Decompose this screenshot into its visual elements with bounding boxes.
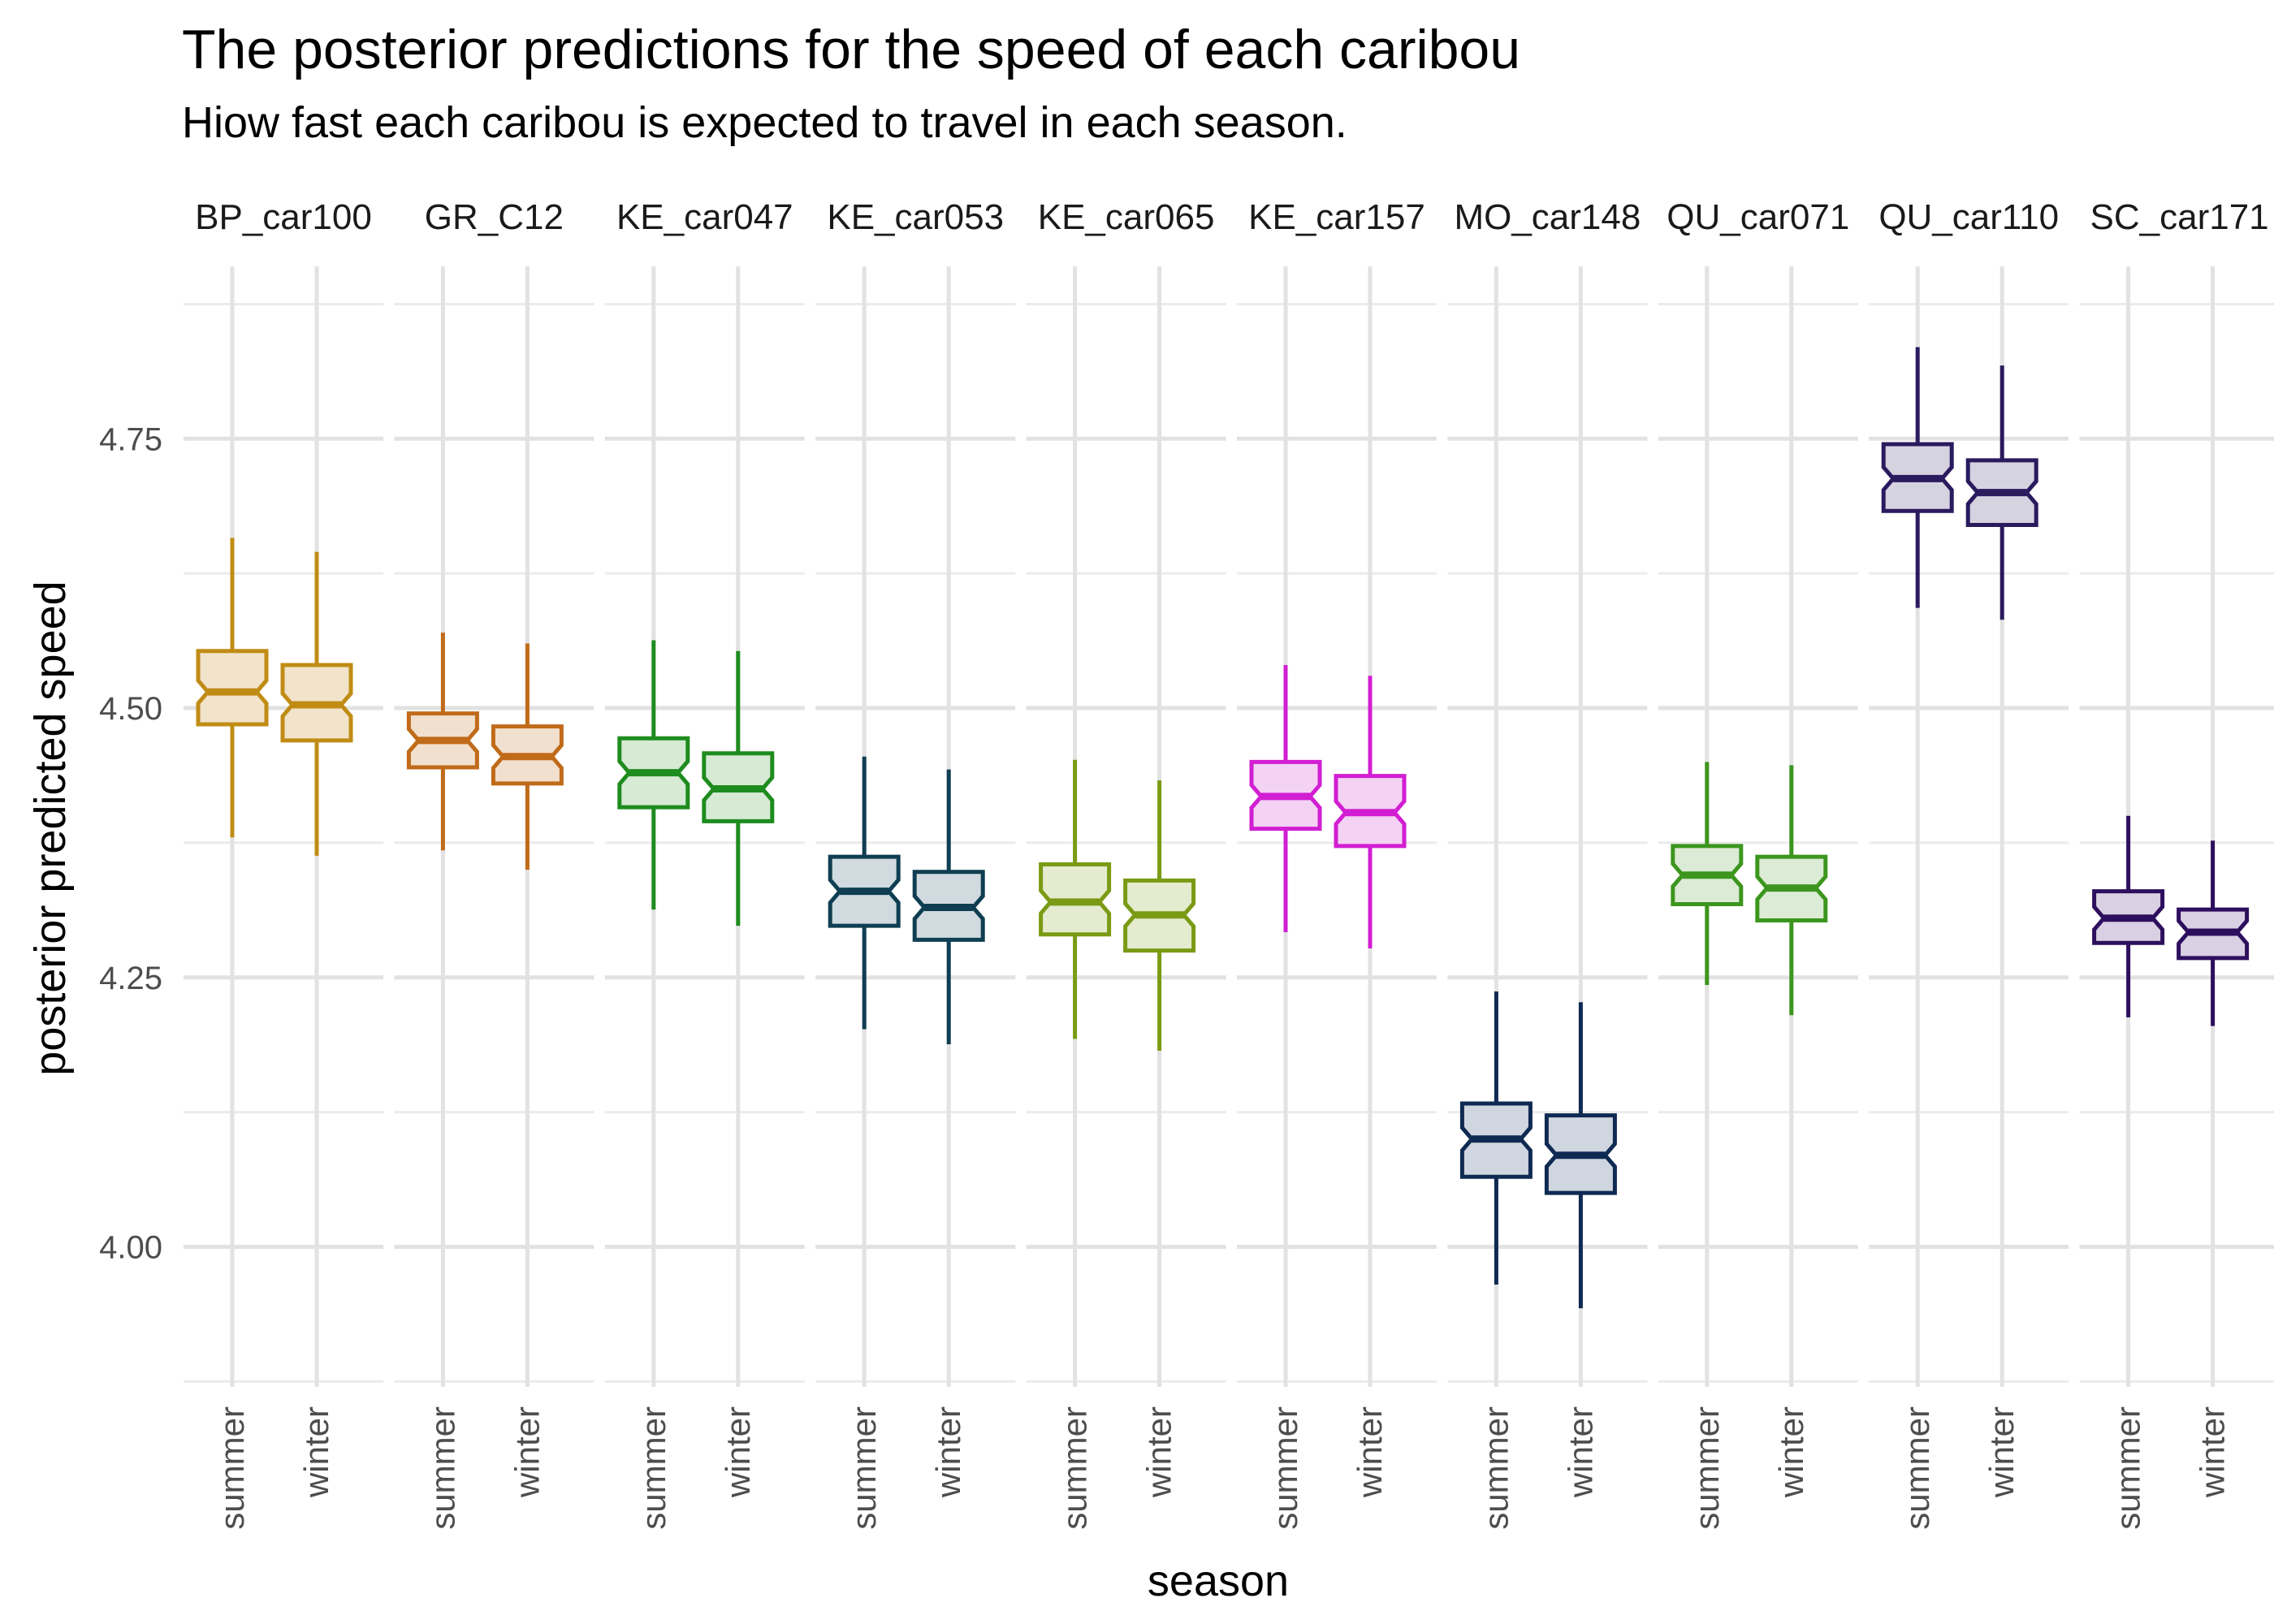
- x-tick-label: winter: [297, 1406, 335, 1498]
- x-tick-label: winter: [1140, 1406, 1178, 1498]
- x-tick-label: summer: [634, 1406, 672, 1530]
- panel-strip-label: KE_car065: [1038, 197, 1215, 237]
- panel-strip-label: GR_C12: [425, 197, 564, 237]
- panel-strip-label: KE_car053: [827, 197, 1004, 237]
- x-tick-label: winter: [508, 1406, 546, 1498]
- panel-strip-label: QU_car071: [1667, 197, 1849, 237]
- x-tick-label: summer: [1898, 1406, 1936, 1530]
- panel-strip-label: BP_car100: [195, 197, 372, 237]
- x-axis-title: season: [1148, 1557, 1289, 1605]
- x-tick-label: summer: [423, 1406, 461, 1530]
- x-tick-label: winter: [929, 1406, 967, 1498]
- x-tick-label: summer: [1266, 1406, 1304, 1530]
- y-tick-label: 4.50: [99, 691, 162, 727]
- panel-strip-label: MO_car148: [1454, 197, 1641, 237]
- box-summer: [196, 649, 269, 727]
- panel-strip-label: QU_car110: [1878, 197, 2059, 237]
- x-tick-label: summer: [213, 1406, 251, 1530]
- x-tick-label: winter: [2194, 1406, 2232, 1498]
- x-tick-label: summer: [1476, 1406, 1515, 1530]
- chart-title: The posterior predictions for the speed …: [182, 19, 1521, 80]
- x-tick-label: winter: [1351, 1406, 1389, 1498]
- y-tick-label: 4.75: [99, 421, 162, 457]
- x-tick-label: summer: [1688, 1406, 1726, 1530]
- x-tick-label: winter: [1982, 1406, 2021, 1498]
- x-tick-label: winter: [1772, 1406, 1810, 1498]
- panel-strip-label: KE_car047: [616, 197, 793, 237]
- x-tick-label: summer: [845, 1406, 883, 1530]
- x-tick-label: winter: [1561, 1406, 1599, 1498]
- y-axis-title: posterior predicted speed: [26, 581, 75, 1075]
- y-tick-label: 4.00: [99, 1230, 162, 1266]
- x-tick-label: summer: [2109, 1406, 2147, 1530]
- panel-strip-label: SC_car171: [2090, 197, 2269, 237]
- y-tick-label: 4.25: [99, 961, 162, 996]
- x-tick-label: summer: [1056, 1406, 1094, 1530]
- chart-subtitle: Hiow fast each caribou is expected to tr…: [182, 98, 1347, 147]
- panel-strip-label: KE_car157: [1248, 197, 1425, 237]
- x-tick-label: winter: [719, 1406, 757, 1498]
